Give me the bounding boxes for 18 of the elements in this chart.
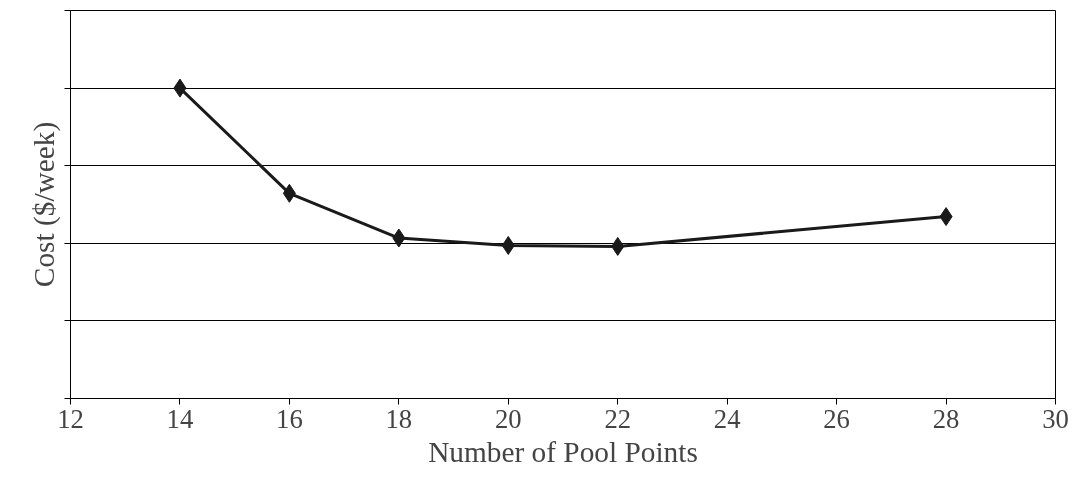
point [173, 78, 187, 98]
x-tick-label: 28 [932, 403, 960, 434]
x-tick-label: 12 [57, 403, 84, 434]
point [501, 235, 515, 255]
x-tick-label: 20 [494, 403, 522, 434]
point [939, 207, 953, 227]
x-tick-label: 26 [823, 403, 850, 434]
point [282, 183, 296, 203]
x-axis-title: Number of Pool Points [428, 435, 698, 468]
x-tick-label: 30 [1042, 403, 1069, 434]
x-tick-label: 16 [276, 403, 303, 434]
y-axis-title: Cost ($/week) [27, 121, 61, 288]
x-tick-label: 14 [166, 403, 194, 434]
x-tick-label: 24 [713, 403, 741, 434]
point [392, 228, 406, 248]
point [611, 236, 625, 256]
x-tick-label: 22 [604, 403, 632, 434]
x-tick-label: 18 [385, 403, 413, 434]
